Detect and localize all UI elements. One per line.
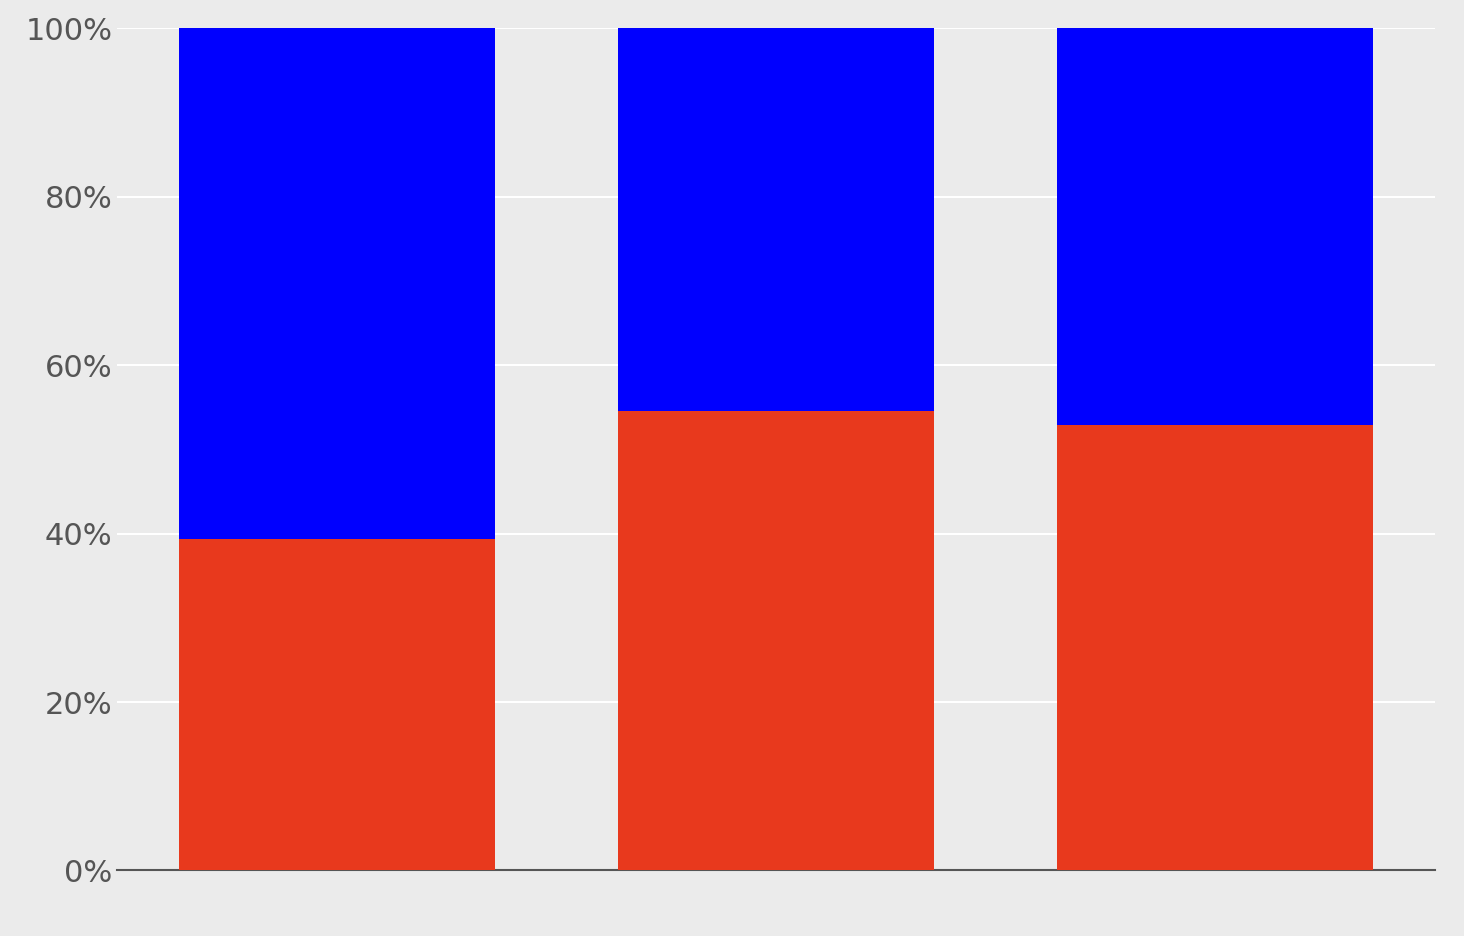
Bar	[618, 28, 934, 411]
Bar	[618, 411, 934, 870]
Bar	[179, 28, 495, 539]
Bar	[179, 539, 495, 870]
Bar	[1057, 28, 1373, 425]
Bar	[1057, 425, 1373, 870]
